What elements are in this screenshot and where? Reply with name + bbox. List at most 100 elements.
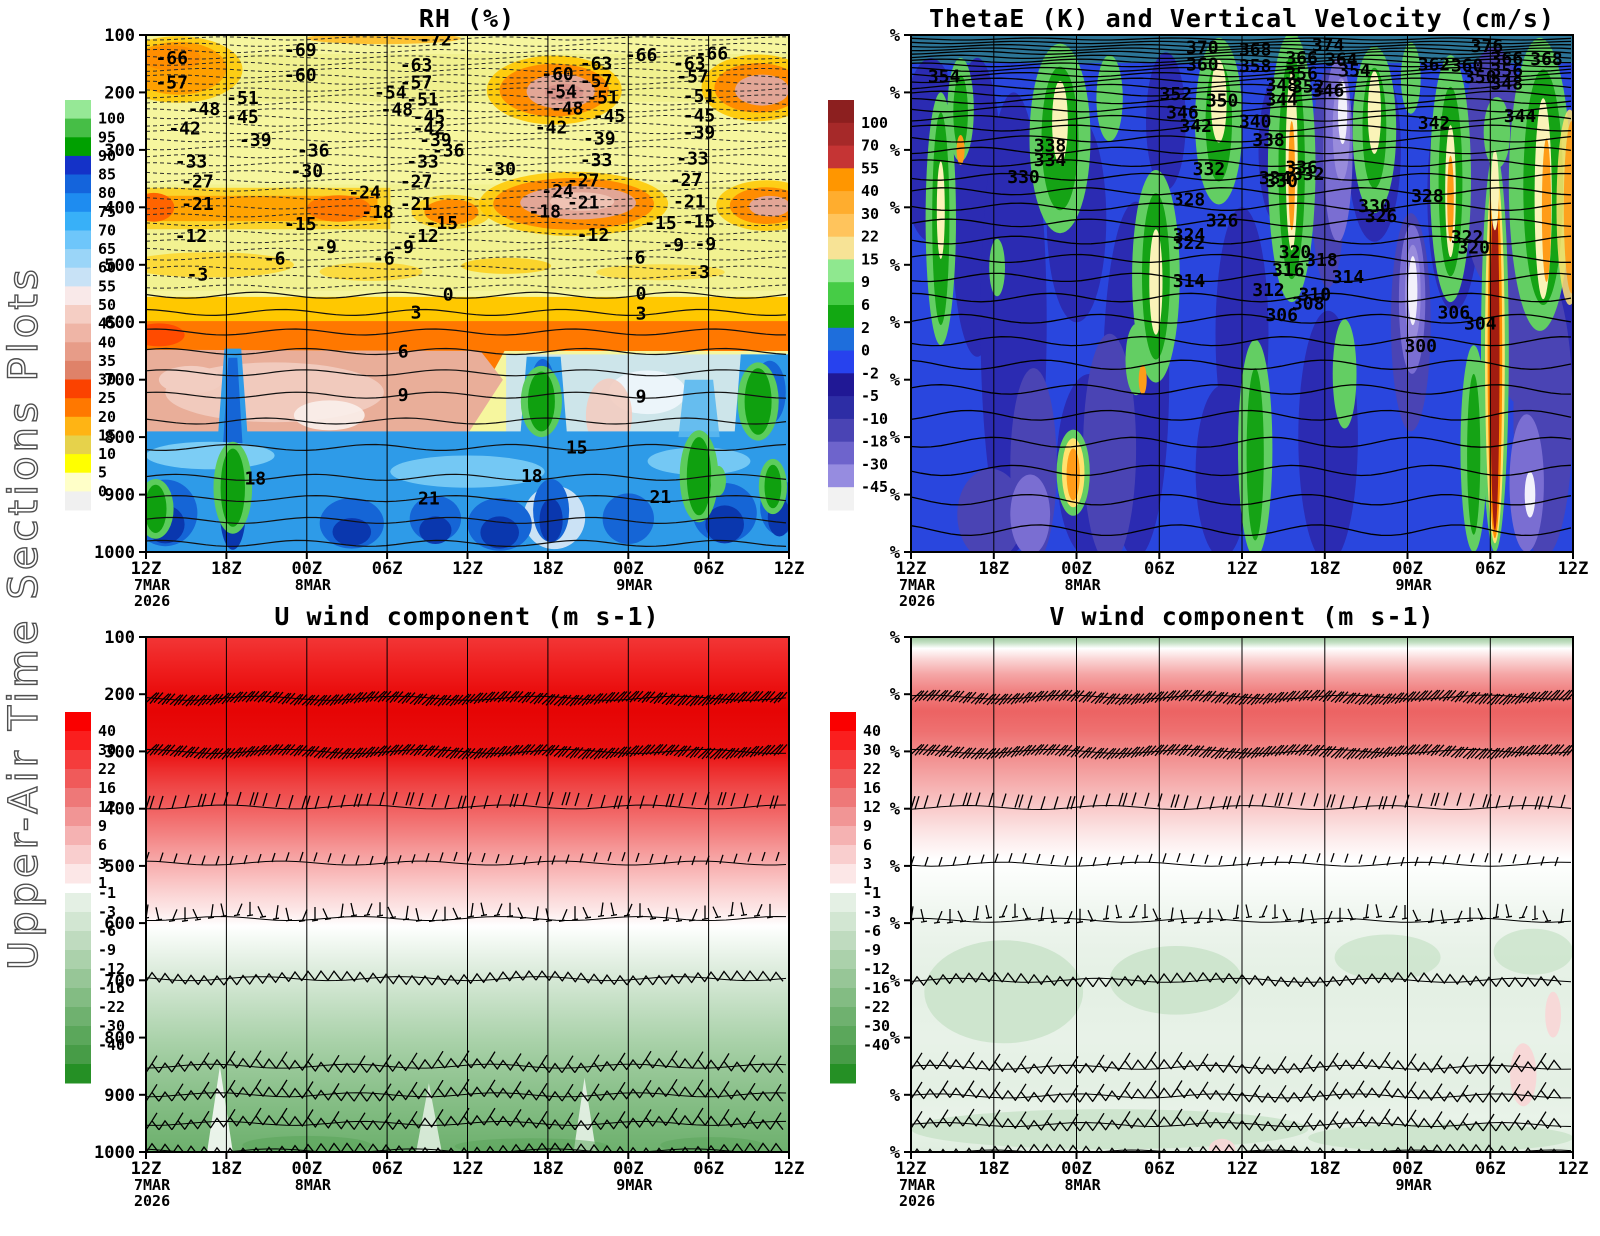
rh-x-tick-label: 12Z <box>131 559 162 579</box>
svg-text:-16: -16 <box>863 979 890 997</box>
svg-text:85: 85 <box>98 166 116 184</box>
rh-y-tick-label: 200 <box>104 83 135 103</box>
svg-text:-15: -15 <box>683 212 716 233</box>
rh-x-tick-label: 12Z <box>452 559 483 579</box>
svg-text:-45: -45 <box>226 107 259 128</box>
rh-y-tick-label: 500 <box>104 256 135 276</box>
thetae-x-tick-label: 00Z <box>1392 559 1423 579</box>
svg-text:-39: -39 <box>239 130 272 151</box>
svg-text:368: 368 <box>1239 39 1272 60</box>
svg-text:-1: -1 <box>98 884 116 902</box>
u_wind-x-tick-label: 12Z <box>774 1159 805 1179</box>
rh-y-tick-label: 100 <box>104 26 135 46</box>
svg-text:-24: -24 <box>348 182 381 203</box>
svg-text:12: 12 <box>98 798 116 816</box>
svg-text:21: 21 <box>418 489 440 510</box>
svg-text:30: 30 <box>98 741 116 759</box>
svg-text:348: 348 <box>1491 73 1524 94</box>
svg-text:-1: -1 <box>863 884 881 902</box>
thetae-colorbar: 100 70 55 40 30 22 15 9 6 2 0 -2 -5 -10 -18 -30 -45 <box>828 100 888 511</box>
svg-text:-60: -60 <box>284 65 317 86</box>
svg-text:300: 300 <box>1404 336 1437 357</box>
svg-text:15: 15 <box>566 438 588 459</box>
svg-text:310: 310 <box>1299 285 1332 306</box>
svg-text:-42: -42 <box>413 119 446 140</box>
v_wind-y-tick-label: % <box>890 914 901 934</box>
rh-y-tick-label: 400 <box>104 198 135 218</box>
svg-text:356: 356 <box>1285 64 1318 85</box>
rh-y-tick-label: 800 <box>104 428 135 448</box>
svg-text:-16: -16 <box>98 979 125 997</box>
svg-text:-54: -54 <box>544 81 577 102</box>
svg-text:-3: -3 <box>863 903 881 921</box>
svg-text:15: 15 <box>861 250 879 268</box>
svg-text:35: 35 <box>98 352 116 370</box>
svg-text:95: 95 <box>98 128 116 146</box>
u_wind-x-year-label: 2026 <box>134 1192 170 1210</box>
svg-text:55: 55 <box>98 277 116 295</box>
u_wind-x-tick-label: 06Z <box>693 1159 724 1179</box>
svg-text:344: 344 <box>1504 106 1537 127</box>
u_wind-x-tick-label: 18Z <box>533 1159 564 1179</box>
u_wind-x-tick-label: 00Z <box>613 1159 644 1179</box>
svg-text:-66: -66 <box>696 43 729 64</box>
svg-text:40: 40 <box>861 182 879 200</box>
v_wind-y-tick-label: % <box>890 742 901 762</box>
thetae-y-tick-label: % <box>890 371 901 391</box>
svg-text:366: 366 <box>1491 49 1524 70</box>
svg-text:-36: -36 <box>432 141 465 162</box>
svg-text:-2: -2 <box>861 364 879 382</box>
v_wind-x-tick-label: 12Z <box>896 1159 927 1179</box>
svg-text:316: 316 <box>1272 260 1305 281</box>
svg-text:1: 1 <box>863 874 872 892</box>
svg-text:-57: -57 <box>580 71 613 92</box>
thetae-y-tick-label: % <box>890 428 901 448</box>
svg-text:322: 322 <box>1173 233 1206 254</box>
svg-text:326: 326 <box>1365 206 1398 227</box>
svg-text:-45: -45 <box>413 107 446 128</box>
rh-x-tick-label: 06Z <box>372 559 403 579</box>
svg-text:-51: -51 <box>586 88 619 109</box>
svg-text:-12: -12 <box>175 226 208 247</box>
svg-text:368: 368 <box>1530 49 1563 70</box>
svg-text:306: 306 <box>1265 305 1298 326</box>
svg-text:40: 40 <box>98 333 116 351</box>
svg-text:1: 1 <box>98 874 107 892</box>
u_wind-x-date-label: 7MAR <box>134 1176 171 1194</box>
svg-text:65: 65 <box>98 240 116 258</box>
svg-text:322: 322 <box>1451 227 1484 248</box>
svg-text:9: 9 <box>398 385 409 406</box>
svg-text:338: 338 <box>1252 130 1285 151</box>
svg-text:30: 30 <box>861 205 879 223</box>
thetae-x-tick-label: 18Z <box>978 559 1009 579</box>
svg-text:16: 16 <box>863 779 881 797</box>
svg-text:22: 22 <box>861 228 879 246</box>
u_wind-x-tick-label: 06Z <box>372 1159 403 1179</box>
svg-text:70: 70 <box>98 222 116 240</box>
thetae-y-tick-label: % <box>890 543 901 563</box>
svg-text:-42: -42 <box>168 119 201 140</box>
svg-text:-40: -40 <box>98 1036 125 1054</box>
svg-text:334: 334 <box>1034 150 1067 171</box>
u_wind-y-tick-label: 800 <box>104 1029 135 1049</box>
svg-text:-51: -51 <box>683 86 716 107</box>
v_wind-x-date-label: 8MAR <box>1065 1176 1102 1194</box>
svg-text:-9: -9 <box>98 941 116 959</box>
svg-text:332: 332 <box>1292 164 1325 185</box>
svg-text:-3: -3 <box>187 265 209 286</box>
svg-text:354: 354 <box>1338 61 1371 82</box>
svg-text:-57: -57 <box>676 66 709 87</box>
svg-text:40: 40 <box>863 722 881 740</box>
svg-text:338: 338 <box>1034 135 1067 156</box>
rh-y-tick-label: 300 <box>104 141 135 161</box>
v_wind-y-tick-label: % <box>890 1029 901 1049</box>
svg-text:22: 22 <box>863 760 881 778</box>
thetae-x-tick-label: 12Z <box>1558 559 1589 579</box>
svg-text:-21: -21 <box>673 192 706 213</box>
v_wind-y-tick-label: % <box>890 857 901 877</box>
svg-text:-3: -3 <box>98 903 116 921</box>
svg-text:-36: -36 <box>297 141 330 162</box>
svg-text:308: 308 <box>1292 293 1325 314</box>
svg-text:18: 18 <box>521 466 543 487</box>
